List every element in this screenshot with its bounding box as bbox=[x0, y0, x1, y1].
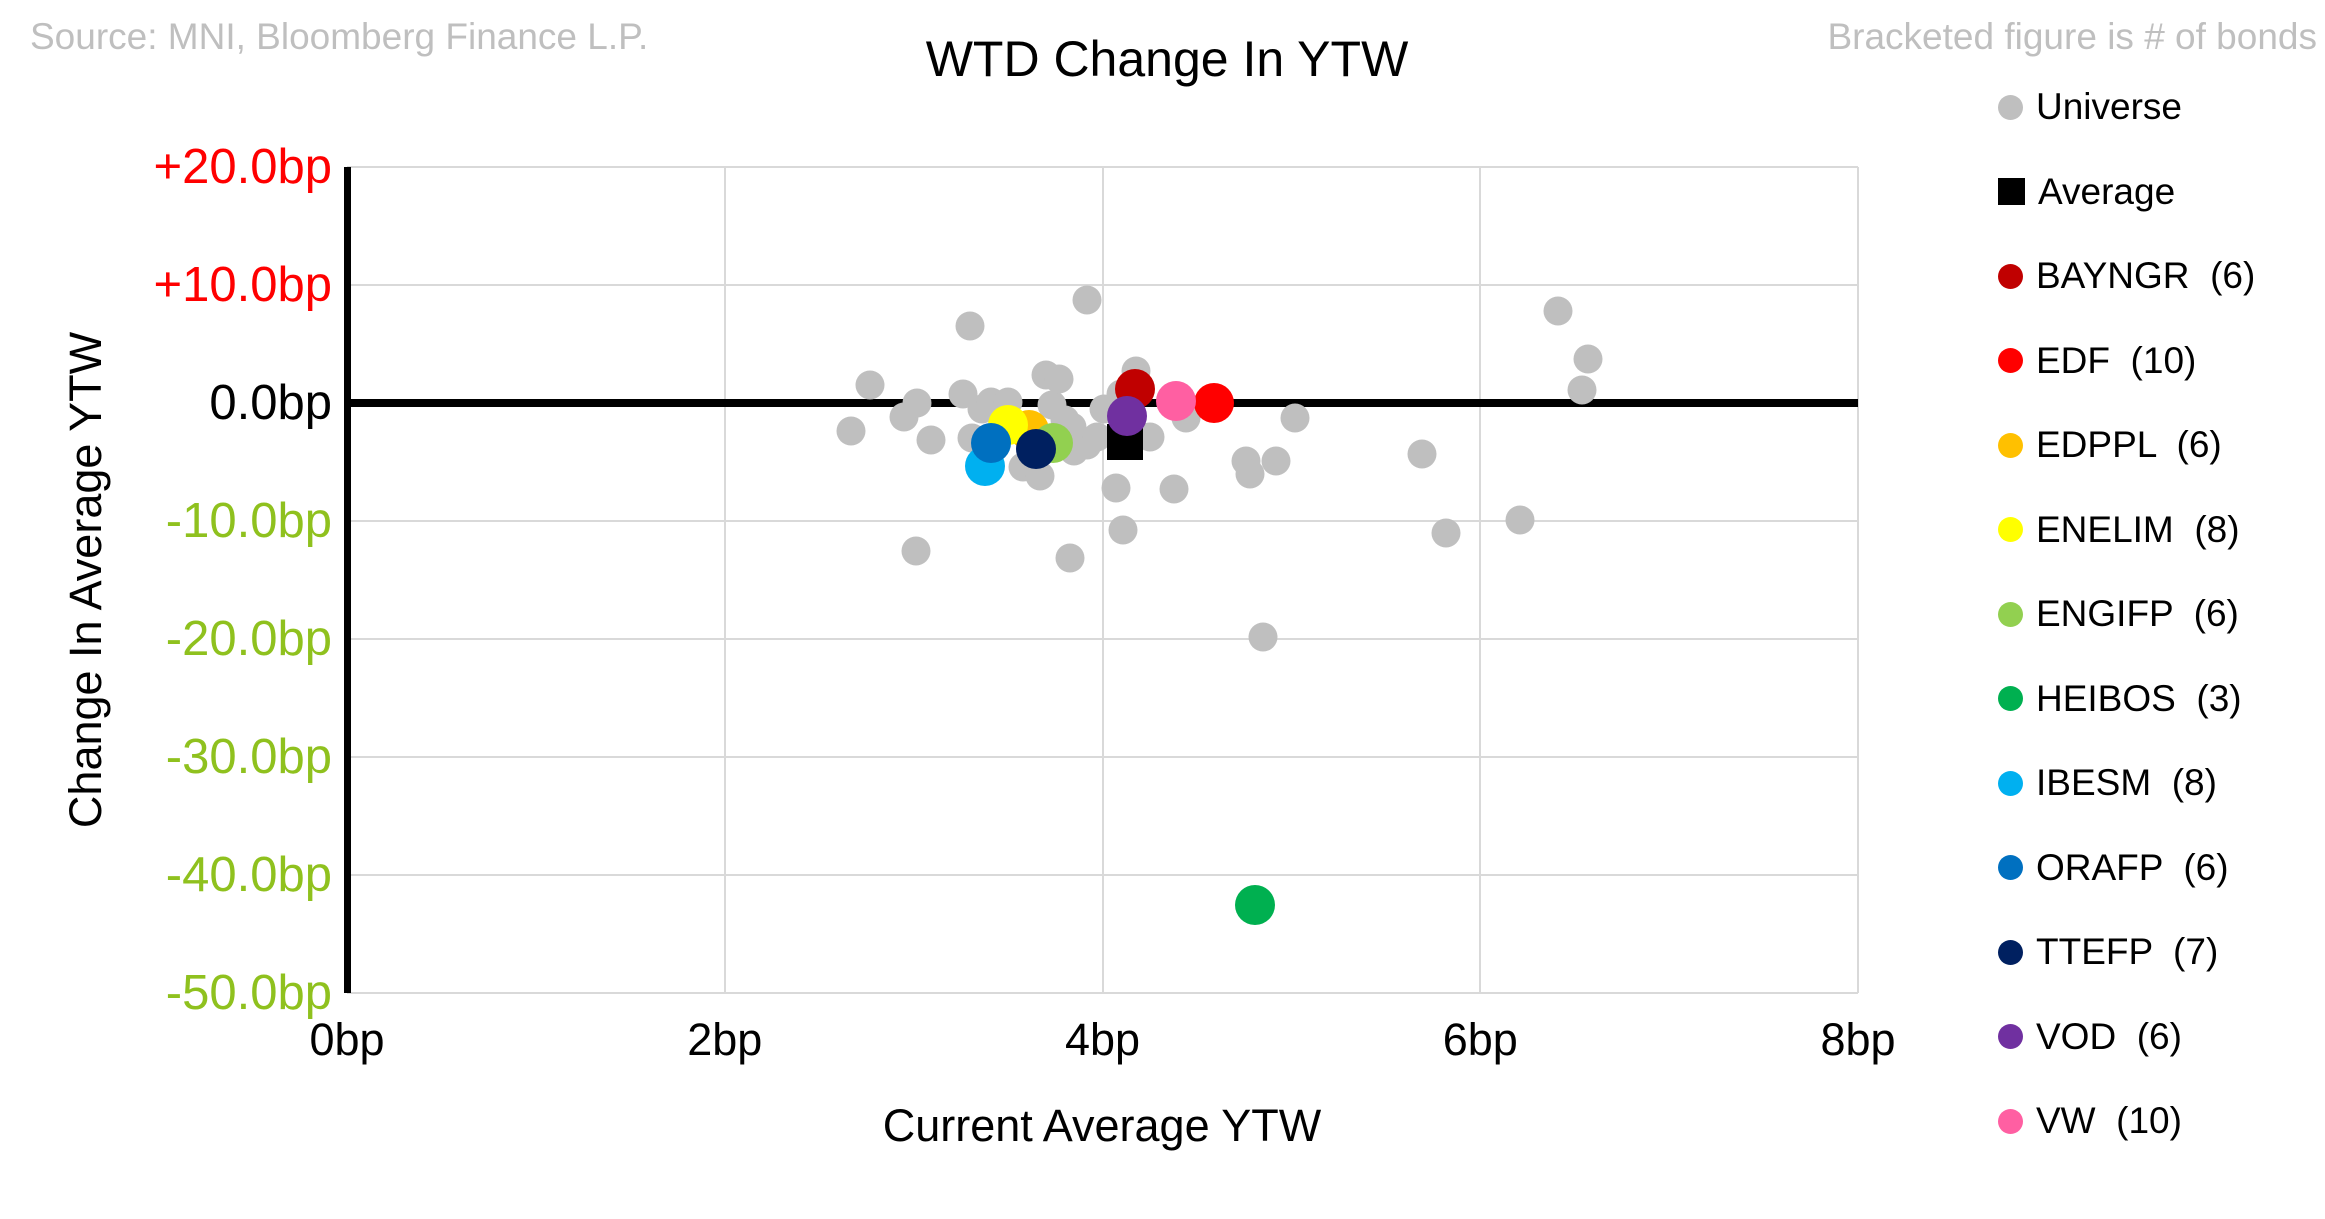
scatter-point-universe bbox=[1567, 375, 1597, 405]
scatter-point-universe bbox=[1159, 474, 1189, 504]
legend-item-engifp: ENGIFP (6) bbox=[1998, 588, 2239, 640]
y-tick-label: -40.0bp bbox=[165, 848, 332, 902]
legend-label: EDF (10) bbox=[2036, 339, 2197, 381]
legend-item-ttefp: TTEFP (7) bbox=[1998, 926, 2218, 978]
scatter-point-vw bbox=[1156, 380, 1197, 421]
circle-marker-icon bbox=[1998, 939, 2023, 965]
scatter-point-universe bbox=[916, 425, 946, 455]
x-tick-label: 4bp bbox=[1064, 1014, 1141, 1065]
x-gridline bbox=[1479, 167, 1482, 993]
circle-marker-icon bbox=[1998, 517, 2023, 542]
scatter-point-universe bbox=[1407, 439, 1437, 469]
legend-item-enelim: ENELIM (8) bbox=[1998, 504, 2240, 556]
scatter-point-universe bbox=[1044, 364, 1074, 394]
legend-label: BAYNGR (6) bbox=[2036, 255, 2256, 296]
legend-item-heibos: HEIBOS (3) bbox=[1998, 673, 2242, 725]
scatter-point-ttefp bbox=[1016, 429, 1057, 470]
scatter-point-vod bbox=[1107, 395, 1148, 436]
legend-label: ORAFP (6) bbox=[2036, 846, 2229, 888]
circle-marker-icon bbox=[1998, 1108, 2023, 1134]
y-tick-label: -50.0bp bbox=[165, 966, 332, 1020]
scatter-point-universe bbox=[1505, 505, 1535, 535]
scatter-point-universe bbox=[1235, 459, 1265, 489]
square-marker-icon bbox=[1998, 178, 2025, 205]
legend-item-vod: VOD (6) bbox=[1998, 1011, 2182, 1063]
x-tick-label: 8bp bbox=[1820, 1014, 1896, 1065]
scatter-point-universe bbox=[1082, 422, 1112, 452]
scatter-point-universe bbox=[955, 311, 985, 341]
legend-label: IBESM (8) bbox=[2036, 762, 2217, 803]
bracket-note: Bracketed figure is # of bonds bbox=[1827, 16, 2317, 57]
scatter-point-orafp bbox=[971, 423, 1012, 464]
x-axis-title: Current Average YTW bbox=[882, 1100, 1322, 1151]
circle-marker-icon bbox=[1998, 263, 2023, 289]
y-tick-label: -20.0bp bbox=[165, 612, 332, 666]
legend-label: Average bbox=[2038, 170, 2176, 212]
plot-area bbox=[344, 166, 1859, 994]
legend-label: ENGIFP (6) bbox=[2036, 593, 2239, 634]
scatter-point-universe bbox=[1261, 446, 1291, 476]
scatter-point-universe bbox=[901, 536, 930, 565]
legend-item-ibesm: IBESM (8) bbox=[1998, 757, 2217, 809]
legend-label: ENELIM (8) bbox=[2036, 508, 2240, 550]
y-tick-label: 0.0bp bbox=[209, 376, 332, 430]
x-tick-label: 2bp bbox=[687, 1014, 763, 1065]
legend-item-universe: Universe bbox=[1998, 81, 2182, 133]
x-gridline bbox=[723, 167, 726, 993]
legend-item-bayngr: BAYNGR (6) bbox=[1998, 250, 2255, 302]
scatter-point-universe bbox=[1055, 543, 1085, 573]
scatter-point-universe bbox=[836, 416, 866, 446]
legend-label: HEIBOS (3) bbox=[2036, 677, 2242, 719]
legend-item-edf: EDF (10) bbox=[1998, 335, 2196, 387]
scatter-point-universe bbox=[1108, 515, 1138, 545]
legend-label: Universe bbox=[2036, 86, 2182, 127]
circle-marker-icon bbox=[1998, 1024, 2023, 1049]
scatter-point-heibos bbox=[1235, 884, 1276, 925]
scatter-point-universe bbox=[1248, 622, 1278, 652]
x-tick-label: 6bp bbox=[1442, 1014, 1518, 1065]
circle-marker-icon bbox=[1998, 686, 2023, 711]
scatter-point-universe bbox=[1573, 344, 1603, 374]
scatter-point-universe bbox=[1543, 296, 1573, 326]
scatter-point-universe bbox=[902, 388, 932, 418]
legend: Universe Average BAYNGR (6) EDF (10) EDPPL (… bbox=[1998, 0, 2324, 1219]
x-gridline bbox=[1857, 167, 1859, 993]
scatter-point-universe bbox=[1431, 518, 1461, 548]
circle-marker-icon bbox=[1998, 601, 2023, 627]
x-gridline bbox=[1101, 167, 1104, 993]
y-axis-line bbox=[344, 167, 351, 993]
legend-item-average: Average bbox=[1998, 166, 2175, 218]
y-tick-label: +10.0bp bbox=[153, 258, 333, 312]
circle-marker-icon bbox=[1998, 94, 2023, 120]
circle-marker-icon bbox=[1998, 432, 2023, 458]
y-tick-label: -30.0bp bbox=[165, 730, 332, 784]
scatter-point-universe bbox=[855, 370, 885, 400]
legend-label: VOD (6) bbox=[2036, 1015, 2182, 1057]
source-note: Source: MNI, Bloomberg Finance L.P. bbox=[30, 16, 649, 57]
legend-label: EDPPL (6) bbox=[2036, 424, 2222, 465]
scatter-point-universe bbox=[1072, 285, 1102, 315]
scatter-point-universe bbox=[1280, 403, 1310, 433]
chart-title: WTD Change In YTW bbox=[925, 31, 1409, 87]
legend-item-vw: VW (10) bbox=[1998, 1095, 2182, 1147]
circle-marker-icon bbox=[1998, 770, 2023, 796]
legend-item-edppl: EDPPL (6) bbox=[1998, 419, 2222, 471]
y-gridline bbox=[347, 992, 1858, 994]
x-tick-label: 0bp bbox=[309, 1014, 385, 1065]
legend-label: VW (10) bbox=[2036, 1100, 2182, 1141]
scatter-point-universe bbox=[1101, 473, 1131, 503]
scatter-point-edf bbox=[1193, 383, 1234, 423]
circle-marker-icon bbox=[1998, 348, 2023, 373]
legend-label: TTEFP (7) bbox=[2036, 931, 2219, 972]
circle-marker-icon bbox=[1998, 855, 2023, 880]
y-tick-label: +20.0bp bbox=[153, 140, 333, 194]
legend-item-orafp: ORAFP (6) bbox=[1998, 842, 2229, 894]
y-tick-label: -10.0bp bbox=[165, 494, 332, 548]
